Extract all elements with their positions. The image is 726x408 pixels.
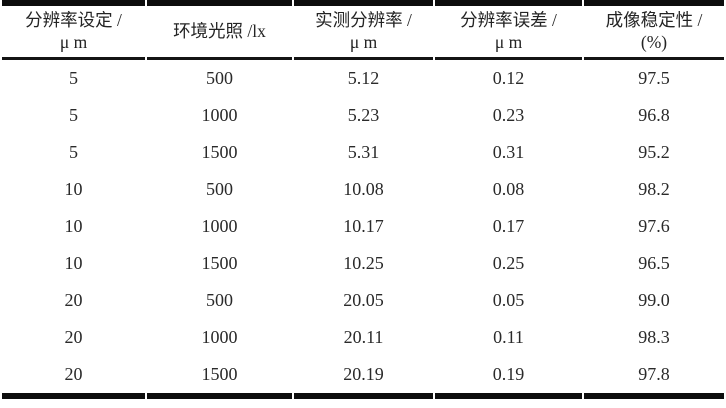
col-header-imaging-stability: 成像稳定性 / (%) [584,0,724,60]
col-header-resolution-error: 分辨率误差 / μ m [435,0,582,60]
cell-ambient-light: 500 [206,68,233,88]
table-row: 5 500 5.12 0.12 97.5 [2,60,724,97]
cell-imaging-stability: 97.5 [638,68,670,88]
cell-resolution-setting: 20 [2,356,145,399]
cell-ambient-light: 1000 [201,216,238,236]
cell-imaging-stability: 95.2 [638,142,670,162]
cell-imaging-stability: 98.3 [638,327,670,347]
cell-imaging-stability: 96.5 [638,253,670,273]
cell-resolution-setting: 5 [69,142,78,162]
cell-measured-resolution: 10.08 [343,179,384,199]
cell-ambient-light: 1000 [201,105,238,125]
header-line1: 成像稳定性 / [605,9,703,30]
cell-imaging-stability: 97.6 [638,216,670,236]
table-row: 20 1500 20.19 0.19 97.8 [2,356,724,399]
cell-measured-resolution: 20.19 [294,356,433,399]
header-line2: (%) [640,31,668,52]
cell-resolution-setting: 10 [64,216,83,236]
table-body: 5 500 5.12 0.12 97.5 5 1000 5.23 0.23 96… [2,60,724,399]
cell-resolution-error: 0.19 [435,356,582,399]
cell-resolution-error: 0.23 [492,105,525,125]
cell-resolution-error: 0.17 [492,216,525,236]
cell-measured-resolution: 10.17 [343,216,384,236]
header-line2: μ m [494,31,523,52]
cell-ambient-light: 1500 [201,142,238,162]
col-header-resolution-setting: 分辨率设定 / μ m [2,0,145,60]
cell-resolution-error: 0.08 [492,179,525,199]
cell-resolution-setting: 5 [69,105,78,125]
cell-imaging-stability: 98.2 [638,179,670,199]
cell-resolution-setting: 20 [64,327,83,347]
table-row: 5 1500 5.31 0.31 95.2 [2,134,724,171]
cell-resolution-error: 0.25 [492,253,525,273]
cell-ambient-light: 1500 [147,356,292,399]
cell-ambient-light: 500 [206,290,233,310]
table-row: 20 1000 20.11 0.11 98.3 [2,319,724,356]
cell-resolution-setting: 10 [64,253,83,273]
cell-measured-resolution: 5.31 [347,142,380,162]
cell-resolution-error: 0.12 [492,68,525,88]
cell-ambient-light: 1500 [201,253,238,273]
cell-resolution-error: 0.05 [492,290,525,310]
header-row: 分辨率设定 / μ m 环境光照 /lx 实测分辨率 / μ m 分辨率误差 /… [2,0,724,60]
cell-measured-resolution: 10.25 [343,253,384,273]
table-row: 10 1000 10.17 0.17 97.6 [2,208,724,245]
header-line1: 环境光照 /lx [173,20,266,41]
col-header-ambient-light: 环境光照 /lx [147,0,292,60]
table-row: 10 1500 10.25 0.25 96.5 [2,245,724,282]
header-line1: 实测分辨率 / [315,9,412,30]
header-line1: 分辨率误差 / [460,9,557,30]
cell-ambient-light: 500 [206,179,233,199]
cell-measured-resolution: 5.12 [347,68,380,88]
table-row: 10 500 10.08 0.08 98.2 [2,171,724,208]
cell-resolution-setting: 10 [64,179,83,199]
header-line2: μ m [349,31,378,52]
cell-imaging-stability: 99.0 [638,290,670,310]
table-row: 20 500 20.05 0.05 99.0 [2,282,724,319]
cell-measured-resolution: 20.11 [343,327,384,347]
table-header: 分辨率设定 / μ m 环境光照 /lx 实测分辨率 / μ m 分辨率误差 /… [2,0,724,60]
results-table: 分辨率设定 / μ m 环境光照 /lx 实测分辨率 / μ m 分辨率误差 /… [2,0,724,399]
col-header-measured-resolution: 实测分辨率 / μ m [294,0,433,60]
header-line1: 分辨率设定 / [25,9,122,30]
cell-measured-resolution: 20.05 [343,290,384,310]
header-line2: μ m [59,31,88,52]
cell-resolution-error: 0.11 [493,327,524,347]
cell-resolution-error: 0.31 [492,142,525,162]
table-row: 5 1000 5.23 0.23 96.8 [2,97,724,134]
cell-imaging-stability: 96.8 [638,105,670,125]
cell-resolution-setting: 5 [69,68,78,88]
cell-measured-resolution: 5.23 [347,105,380,125]
cell-ambient-light: 1000 [201,327,238,347]
cell-resolution-setting: 20 [64,290,83,310]
cell-imaging-stability: 97.8 [584,356,724,399]
